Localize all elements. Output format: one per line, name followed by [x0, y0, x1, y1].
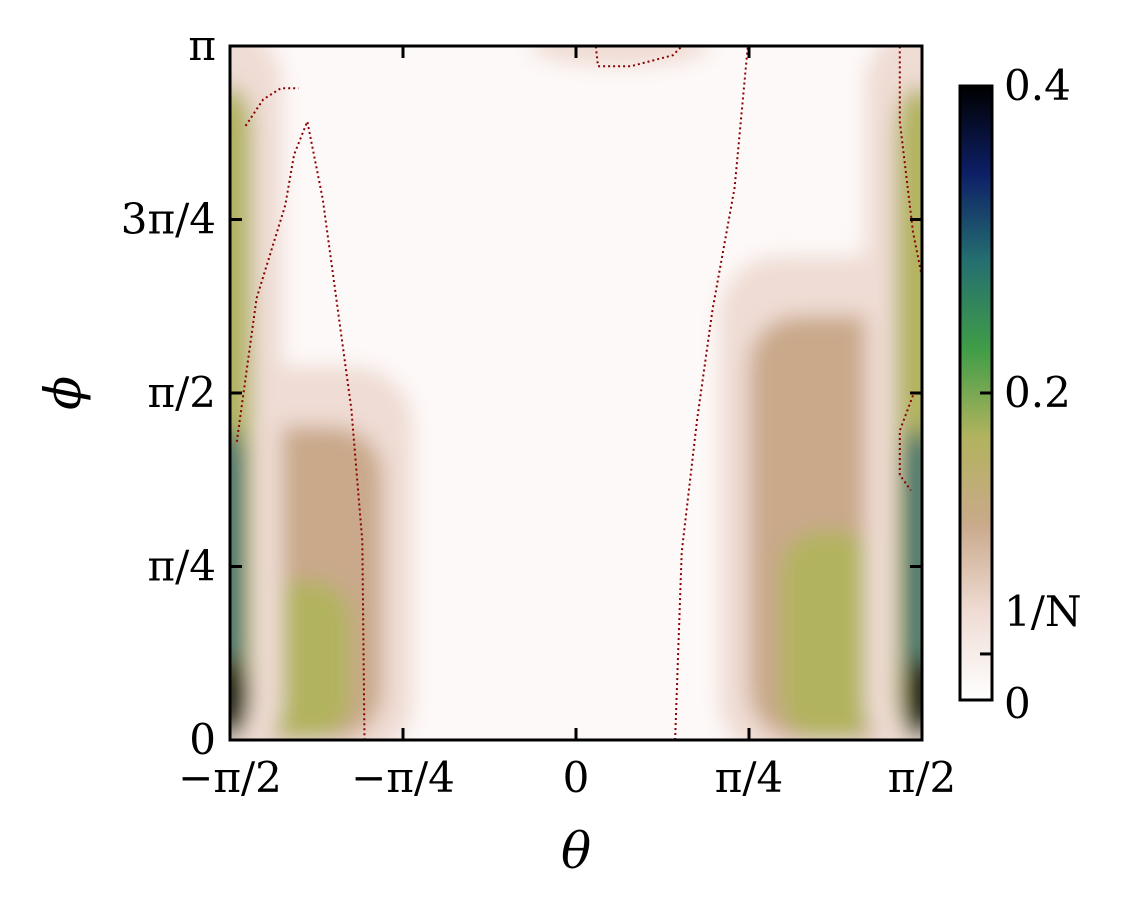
y-tick-label: 0	[189, 715, 216, 764]
heatmap-peak	[230, 655, 249, 736]
heatmap-plot-area	[230, 46, 922, 740]
x-axis-label: θ	[561, 822, 591, 880]
y-tick-label: π/4	[148, 542, 216, 591]
colorbar-tick-label: 0	[1004, 679, 1031, 728]
contour-line	[244, 87, 299, 127]
contour-line	[674, 46, 749, 740]
heatmap-peak	[781, 531, 878, 740]
y-axis-label: ϕ	[34, 376, 92, 410]
x-tick-label: π/4	[715, 753, 783, 802]
x-tick-label: −π/4	[351, 753, 455, 802]
y-tick-label: π/2	[148, 368, 216, 417]
x-tick-label: −π/2	[178, 753, 282, 802]
y-tick-label: π	[188, 21, 216, 70]
colorbar-tick-label: 0.2	[1004, 368, 1071, 417]
colorbar: 0 1/N 0.2 0.4	[958, 61, 1082, 728]
x-tick-label: 0	[563, 753, 590, 802]
colorbar-tick-label: 1/N	[1004, 587, 1082, 636]
colorbar-tick-label: 0.4	[1004, 61, 1071, 110]
y-tick-label: 3π/4	[121, 195, 216, 244]
x-tick-label: π/2	[888, 753, 956, 802]
contour-line	[898, 395, 914, 491]
contour-line	[898, 46, 922, 277]
contour-line	[594, 46, 683, 68]
heatmap-peak	[903, 655, 922, 736]
